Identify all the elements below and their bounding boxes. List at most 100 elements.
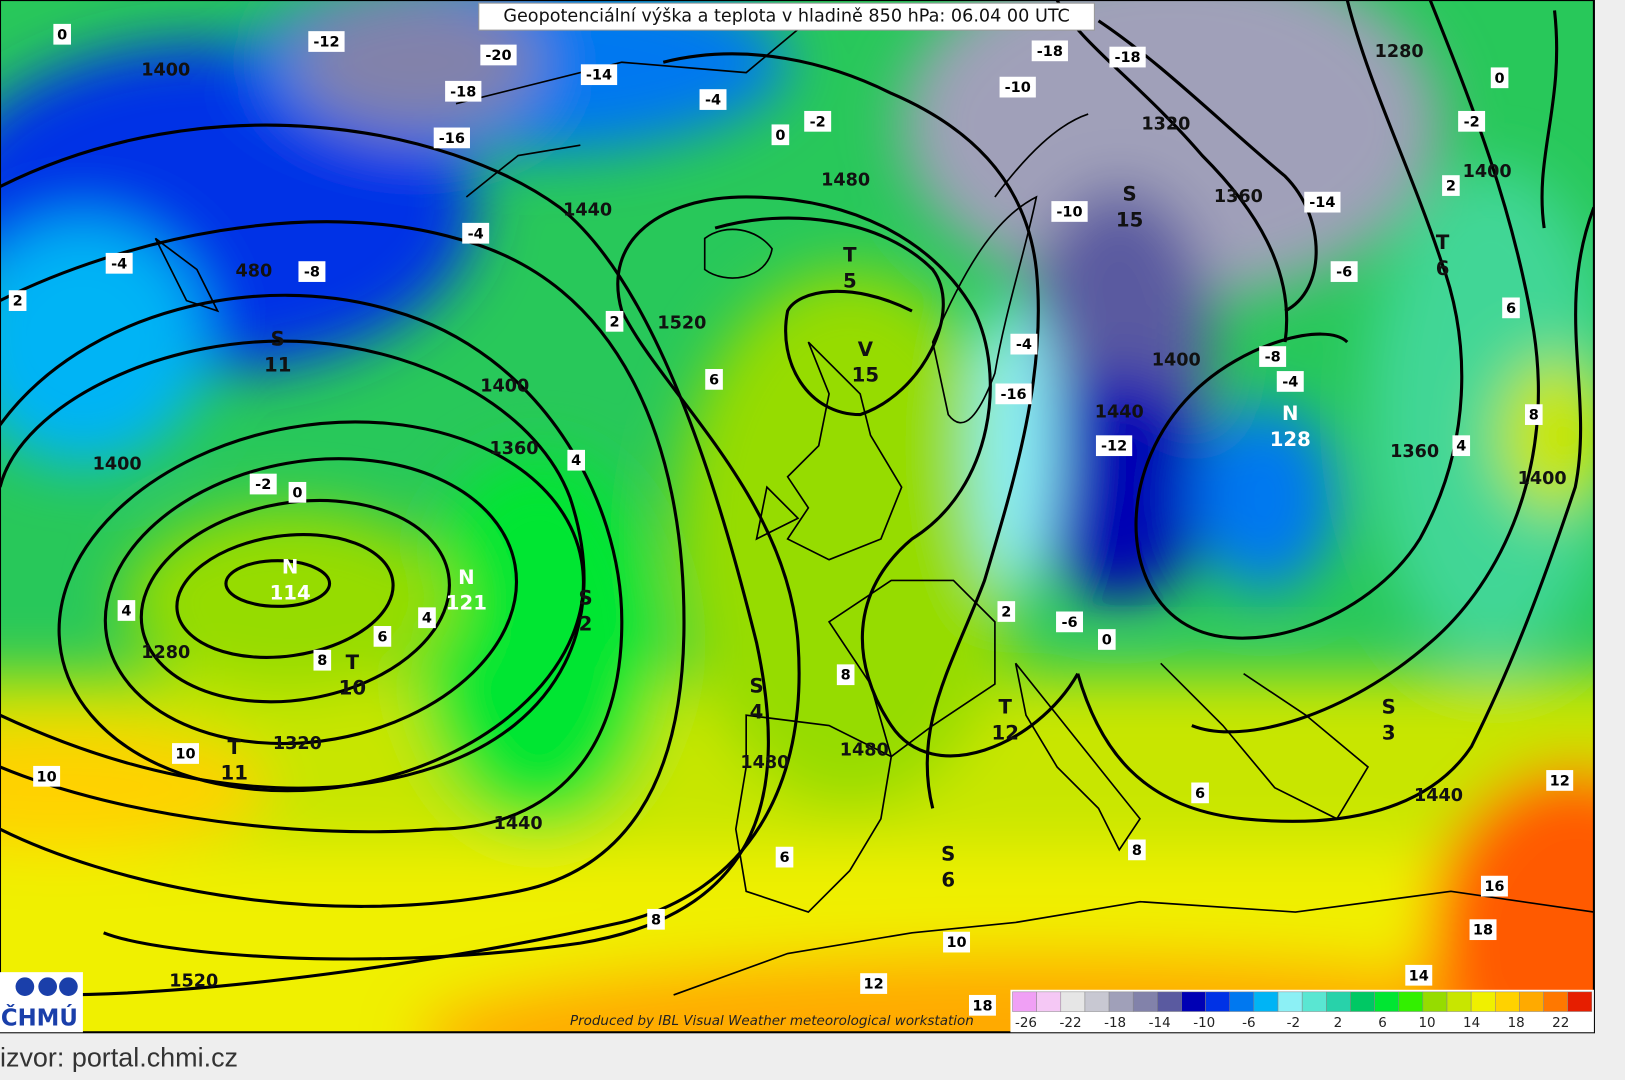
temperature-box <box>172 743 199 764</box>
center-letter: S <box>1123 182 1137 205</box>
temperature-label: -4 <box>111 256 127 272</box>
height-label: 1400 <box>1152 351 1201 371</box>
temperature-box <box>1109 46 1146 68</box>
center-letter: V <box>858 338 874 361</box>
legend-swatch <box>1446 991 1472 1012</box>
temperature-label: 4 <box>1456 439 1466 455</box>
legend-swatch <box>1422 991 1448 1012</box>
temperature-box <box>1469 919 1497 941</box>
temperature-label: 0 <box>57 27 67 43</box>
temperature-label: 4 <box>422 611 432 627</box>
temperature-label: -20 <box>485 48 511 64</box>
source-caption: izvor: portal.chmi.cz <box>0 1042 238 1072</box>
temperature-box <box>605 310 624 332</box>
temperature-label: 6 <box>377 629 387 645</box>
center-letter: T <box>843 244 857 267</box>
legend-swatch <box>1567 991 1593 1012</box>
temperature-box <box>995 383 1032 405</box>
temperature-label: 2 <box>1001 605 1011 621</box>
legend: -26 -22 -18 -14 -10 -6 -2 2 6 10 14 18 22 <box>1010 989 1594 1033</box>
temperature-box <box>775 846 794 868</box>
temperature-label: -12 <box>1101 439 1127 455</box>
legend-label: -26 <box>1015 1015 1037 1031</box>
logo-mark <box>59 977 78 996</box>
legend-swatch <box>1350 991 1375 1012</box>
legend-label: 6 <box>1378 1015 1387 1031</box>
temperature-label: -16 <box>1000 387 1026 403</box>
temperature-box <box>1490 67 1509 89</box>
temperature-label: -2 <box>255 477 271 493</box>
temperature-label: -10 <box>1056 205 1082 221</box>
center-letter: T <box>999 695 1013 718</box>
height-label: 1440 <box>1414 786 1463 806</box>
temperature-box <box>445 80 482 102</box>
temperature-box <box>1010 333 1038 355</box>
legend-swatch <box>1326 991 1351 1012</box>
temperature-label: 8 <box>1529 408 1539 424</box>
legend-label: -6 <box>1242 1015 1255 1031</box>
temperature-box <box>943 931 971 953</box>
temperature-label: 6 <box>1506 301 1516 317</box>
center-value: 114 <box>270 581 311 604</box>
center-letter: N <box>282 555 298 578</box>
temperature-box <box>1051 201 1088 222</box>
coastlines <box>154 20 1594 996</box>
temperature-box <box>860 973 888 994</box>
temperature-box <box>308 31 345 52</box>
temperature-box <box>1031 40 1068 62</box>
temperature-box <box>1442 175 1460 196</box>
legend-swatch <box>1301 991 1327 1012</box>
legend-label: -14 <box>1149 1015 1171 1031</box>
temperature-label: -18 <box>1114 50 1140 66</box>
center-value: 2 <box>579 612 593 635</box>
temperature-box <box>647 908 665 930</box>
temperature-label: -14 <box>586 68 612 84</box>
temperature-label: 4 <box>571 453 581 469</box>
legend-swatch <box>1084 991 1110 1012</box>
temperature-box <box>1056 611 1083 633</box>
logo-text: ČHMÚ <box>1 1003 78 1031</box>
temperature-label: -16 <box>439 131 465 147</box>
height-contours <box>0 0 1594 997</box>
temperature-label: 8 <box>1132 843 1142 859</box>
credit: Produced by IBL Visual Weather meteorolo… <box>570 1013 974 1029</box>
temperature-box <box>1524 404 1543 425</box>
legend-label: 2 <box>1334 1015 1343 1031</box>
center-value: 5 <box>843 269 857 292</box>
temperature-box <box>1095 435 1133 457</box>
legend-swatch <box>1157 991 1182 1012</box>
temperature-box <box>1191 782 1209 804</box>
center-value: 12 <box>992 721 1019 744</box>
temperature-box <box>418 607 436 629</box>
height-label: 1520 <box>169 971 218 991</box>
temperature-box <box>480 44 517 66</box>
temperature-label: 0 <box>1495 71 1505 87</box>
temperature-label: 2 <box>13 294 23 310</box>
title-box <box>478 2 1095 31</box>
height-label: 1480 <box>840 740 889 760</box>
legend-swatch <box>1108 991 1134 1012</box>
legend-label: -2 <box>1287 1015 1300 1031</box>
center-letter: S <box>578 587 592 610</box>
temperature-box <box>1502 297 1520 319</box>
temperature-box <box>8 290 27 311</box>
legend-swatch <box>1036 991 1062 1012</box>
temperature-box <box>288 481 307 503</box>
height-label: 1480 <box>821 170 870 190</box>
legend-label: 22 <box>1552 1015 1569 1031</box>
center-value: 11 <box>264 353 291 376</box>
temperature-box <box>1546 770 1574 791</box>
temperature-box <box>1304 191 1341 213</box>
height-label: 1480 <box>740 753 789 773</box>
temperature-box <box>433 127 470 149</box>
temperature-box <box>33 765 61 787</box>
temperature-label: 10 <box>946 935 966 951</box>
temperature-label: 18 <box>972 998 992 1014</box>
legend-label: -10 <box>1193 1015 1215 1031</box>
legend-swatch <box>1398 991 1424 1012</box>
legend-label: 14 <box>1463 1015 1480 1031</box>
temperature-box <box>373 626 392 647</box>
temperature-box <box>249 473 277 495</box>
temperature-label: -2 <box>810 114 826 130</box>
temperature-box <box>771 124 790 146</box>
